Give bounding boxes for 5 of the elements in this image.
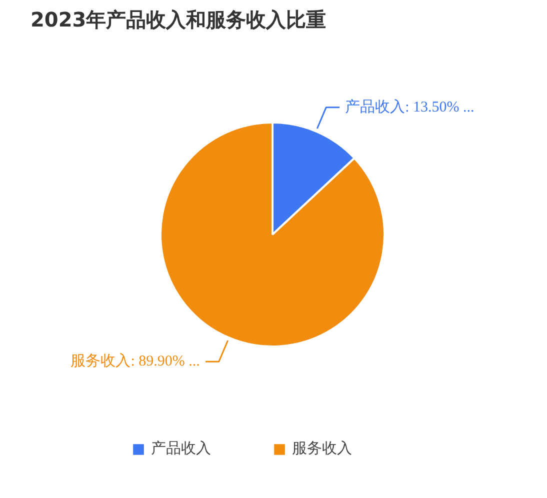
legend-label: 服务收入 <box>292 439 352 458</box>
chart-title: 2023年产品收入和服务收入比重 <box>30 8 326 32</box>
data-label: 服务收入: 89.90% ... <box>70 352 200 370</box>
legend-label: 产品收入 <box>151 439 211 458</box>
data-label: 产品收入: 13.50% ... <box>345 98 474 116</box>
